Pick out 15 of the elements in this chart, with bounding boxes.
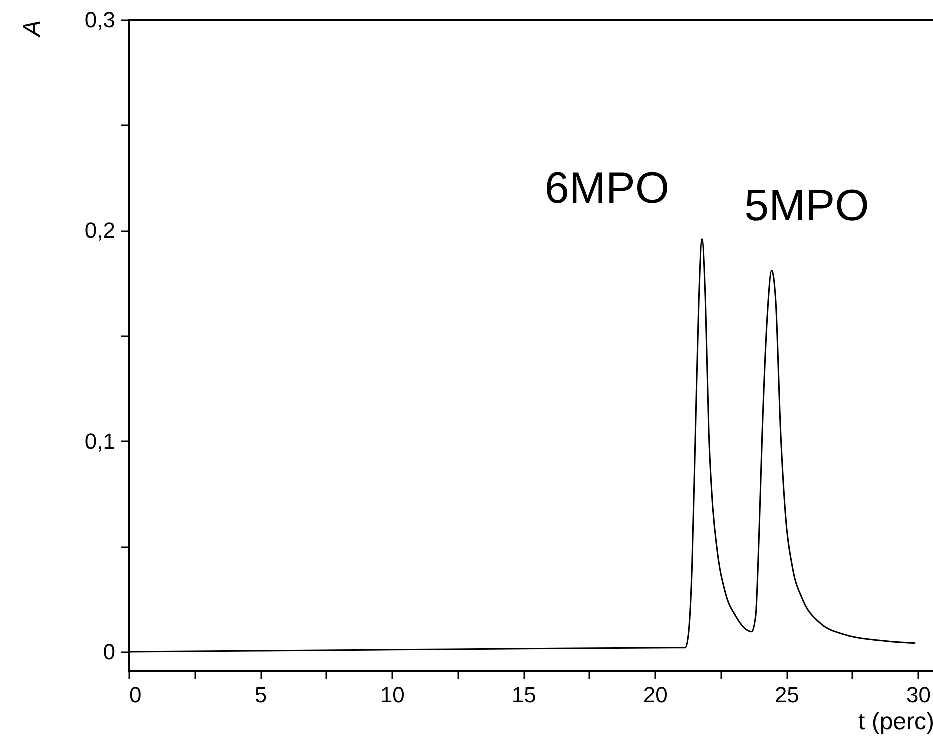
- annotation: 5MPO: [744, 182, 870, 231]
- x-tick-label: 25: [774, 682, 800, 708]
- y-axis-title: A: [18, 20, 46, 39]
- x-tick-label: 30: [906, 682, 931, 708]
- x-tick-label: 5: [254, 682, 268, 708]
- x-tick-label: 10: [380, 682, 405, 708]
- y-tick-label: 0,2: [84, 218, 116, 244]
- x-axis-title: t (perc): [858, 708, 933, 736]
- y-tick-label: 0,1: [84, 428, 116, 454]
- x-tick-label: 15: [512, 682, 536, 708]
- y-tick-label: 0: [103, 640, 116, 665]
- x-tick-label: 20: [643, 682, 668, 708]
- y-tick-label: 0,3: [84, 8, 116, 32]
- annotation: 6MPO: [544, 164, 670, 214]
- x-tick-label: 0: [130, 682, 142, 708]
